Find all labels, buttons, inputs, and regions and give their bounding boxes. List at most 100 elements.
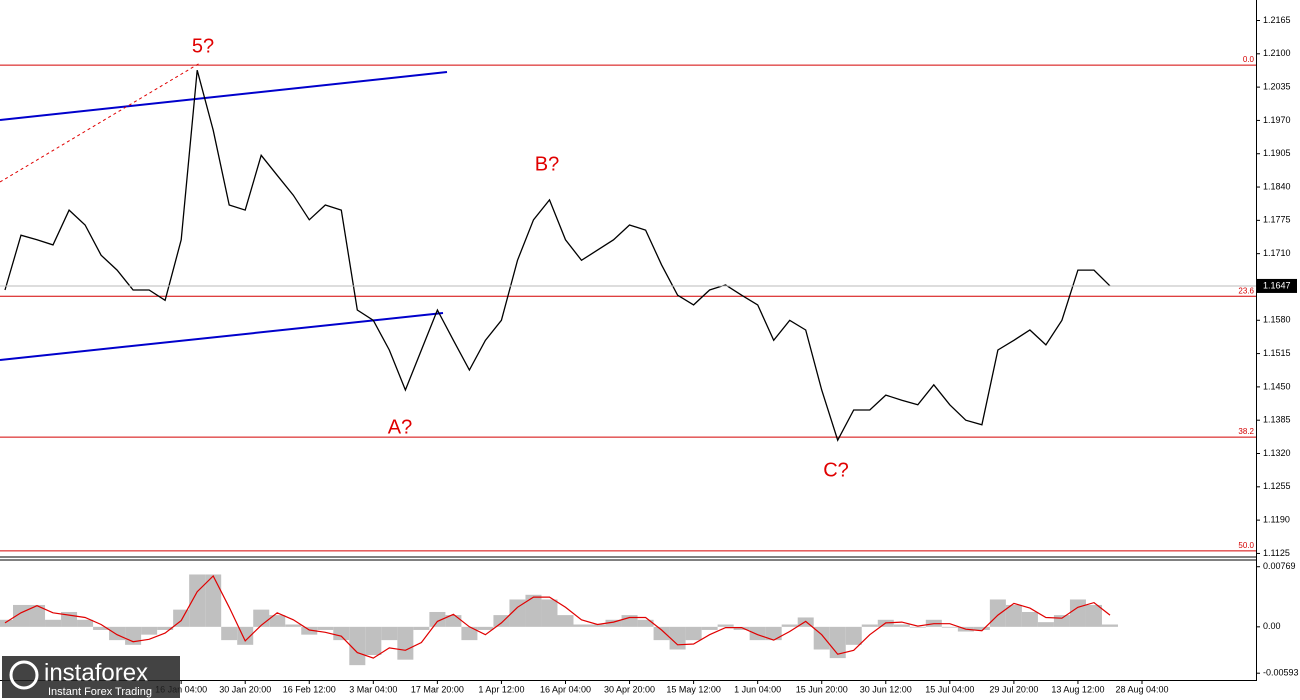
histogram-bar: [1085, 604, 1102, 627]
histogram-bar: [669, 626, 686, 650]
histogram-bar: [845, 626, 862, 645]
y-tick-label: 1.1125: [1263, 548, 1290, 558]
histogram-bar: [1021, 611, 1038, 627]
last-price-label: 1.1647: [1263, 280, 1291, 290]
y-tick-label: 1.2100: [1263, 48, 1291, 58]
histogram-bar: [429, 611, 446, 627]
histogram-bar: [1037, 622, 1054, 627]
histogram-bar: [77, 619, 94, 627]
histogram-bar: [157, 626, 174, 630]
histogram-bar: [701, 626, 718, 630]
y-tick-label: 1.1255: [1263, 481, 1291, 491]
x-tick-label: 16 Apr 04:00: [540, 684, 591, 694]
histogram-bar: [781, 624, 798, 627]
histogram-bar: [685, 626, 702, 641]
histogram-bar: [109, 626, 126, 641]
fib-label: 23.6: [1238, 286, 1254, 295]
x-tick-label: 1 Apr 12:00: [478, 684, 524, 694]
histogram-bar: [317, 626, 334, 630]
x-tick-label: 30 Jan 20:00: [219, 684, 271, 694]
wave-label: 5?: [192, 35, 214, 57]
y-tick-label: 0.00: [1263, 621, 1281, 631]
y-tick-label: 1.1905: [1263, 148, 1291, 158]
histogram-bar: [221, 626, 238, 641]
watermark-brand: instaforex: [44, 659, 148, 686]
x-tick-label: 15 May 12:00: [666, 684, 721, 694]
y-tick-label: 1.1775: [1263, 215, 1291, 225]
x-tick-label: 15 Jul 04:00: [925, 684, 974, 694]
wave-label: C?: [823, 459, 849, 481]
trend-line: [0, 71, 448, 121]
y-tick-label: 1.1580: [1263, 315, 1291, 325]
trend-line: [0, 312, 444, 361]
histogram-bar: [253, 609, 270, 627]
histogram-bar: [653, 626, 670, 641]
histogram-bar: [989, 599, 1006, 627]
x-tick-label: 17 Mar 20:00: [411, 684, 464, 694]
histogram-bar: [973, 626, 990, 630]
price-line: [4, 70, 1111, 442]
histogram-bar: [813, 626, 830, 650]
histogram-bar: [333, 626, 350, 641]
y-tick-label: 1.1385: [1263, 415, 1291, 425]
histogram-bar: [461, 626, 478, 641]
wave-label: B?: [535, 153, 559, 175]
histogram-bar: [765, 626, 782, 641]
y-tick-label: 1.1840: [1263, 181, 1291, 191]
watermark: instaforex Instant Forex Trading: [2, 656, 180, 698]
histogram-bar: [365, 626, 382, 655]
histogram-bar: [381, 626, 398, 641]
histogram-bar: [413, 626, 430, 630]
x-tick-label: 16 Feb 12:00: [283, 684, 336, 694]
histogram-bar: [573, 624, 590, 627]
histogram-bar: [509, 599, 526, 627]
histogram-bar: [493, 615, 510, 627]
histogram-bar: [909, 626, 926, 628]
histogram-bar: [93, 626, 110, 630]
fib-label: 38.2: [1238, 427, 1254, 436]
histogram-bar: [941, 626, 958, 628]
histogram-bar: [557, 615, 574, 627]
y-tick-label: 0.00769: [1263, 561, 1296, 571]
watermark-tagline: Instant Forex Trading: [48, 686, 152, 698]
histogram-bar: [893, 624, 910, 627]
y-tick-label: 1.1450: [1263, 381, 1291, 391]
last-price-box: [1257, 278, 1297, 293]
y-tick-label: 1.1710: [1263, 248, 1291, 258]
histogram-bar: [349, 626, 366, 666]
histogram-bar: [541, 599, 558, 627]
histogram-bar: [301, 626, 318, 635]
watermark-logo: [9, 660, 39, 690]
y-tick-label: 1.1320: [1263, 448, 1291, 458]
histogram-bar: [269, 615, 286, 627]
histogram-bar: [0, 619, 14, 627]
fib-label: 0.0: [1243, 55, 1255, 64]
x-tick-label: 3 Mar 04:00: [349, 684, 397, 694]
x-tick-label: 30 Jun 12:00: [860, 684, 912, 694]
fib-label: 50.0: [1238, 541, 1254, 550]
x-tick-label: 15 Jun 20:00: [796, 684, 848, 694]
wave-label: A?: [388, 416, 412, 438]
x-tick-label: 28 Aug 04:00: [1115, 684, 1168, 694]
histogram-bar: [1053, 615, 1070, 627]
histogram-bar: [285, 624, 302, 627]
histogram-bar: [141, 626, 158, 635]
histogram-bar: [445, 615, 462, 627]
histogram-bar: [605, 619, 622, 627]
histogram-bar: [205, 574, 222, 627]
y-tick-label: 1.1190: [1263, 515, 1290, 525]
histogram-bar: [861, 624, 878, 627]
y-tick-label: 1.1970: [1263, 115, 1291, 125]
histogram-bar: [1005, 604, 1022, 627]
histogram-bar: [525, 594, 542, 627]
histogram-bar: [1101, 624, 1118, 627]
fib-base-line: [0, 62, 201, 183]
x-tick-label: 1 Jun 04:00: [734, 684, 781, 694]
y-tick-label: -0.00593: [1263, 668, 1299, 678]
signal-line: [4, 574, 1111, 659]
histogram-bar: [45, 619, 62, 627]
histogram-bar: [589, 624, 606, 627]
y-tick-label: 1.2035: [1263, 81, 1291, 91]
y-tick-label: 1.2165: [1263, 15, 1291, 25]
